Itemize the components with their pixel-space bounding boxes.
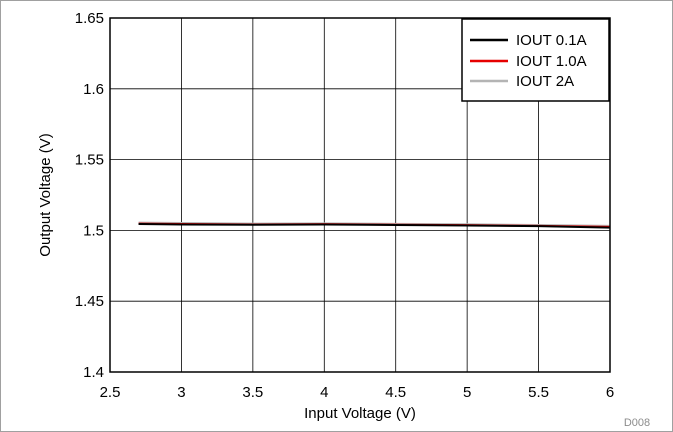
legend-label-0: IOUT 0.1A [516,32,587,49]
x-tick-label: 6 [606,384,614,401]
x-tick-label: 2.5 [100,384,121,401]
plot-border [109,17,611,373]
y-tick-label: 1.45 [75,293,104,310]
series-line-0 [138,223,611,229]
x-tick-label: 4 [320,384,328,401]
y-tick-label: 1.55 [75,152,104,169]
y-tick-label: 1.65 [75,10,104,27]
x-axis-label: Input Voltage (V) [304,405,416,422]
y-tick-label: 1.4 [83,364,104,381]
legend-label-2: IOUT 2A [516,73,574,90]
y-tick-label: 1.5 [83,222,104,239]
x-tick-label: 3.5 [242,384,263,401]
x-tick-labels: 2.5 3 3.5 4 4.5 5 5.5 6 [100,384,615,401]
x-tick-label: 5 [463,384,471,401]
legend: IOUT 0.1A IOUT 1.0A IOUT 2A [461,18,610,102]
x-tick-label: 5.5 [528,384,549,401]
figure-code: D008 [624,417,650,429]
y-tick-labels: 1.4 1.45 1.5 1.55 1.6 1.65 [75,10,104,381]
y-axis-label: Output Voltage (V) [37,133,54,256]
x-tick-label: 3 [177,384,185,401]
legend-label-1: IOUT 1.0A [516,53,587,70]
series-layer [138,221,611,229]
x-tick-label: 4.5 [385,384,406,401]
y-tick-label: 1.6 [83,81,104,98]
